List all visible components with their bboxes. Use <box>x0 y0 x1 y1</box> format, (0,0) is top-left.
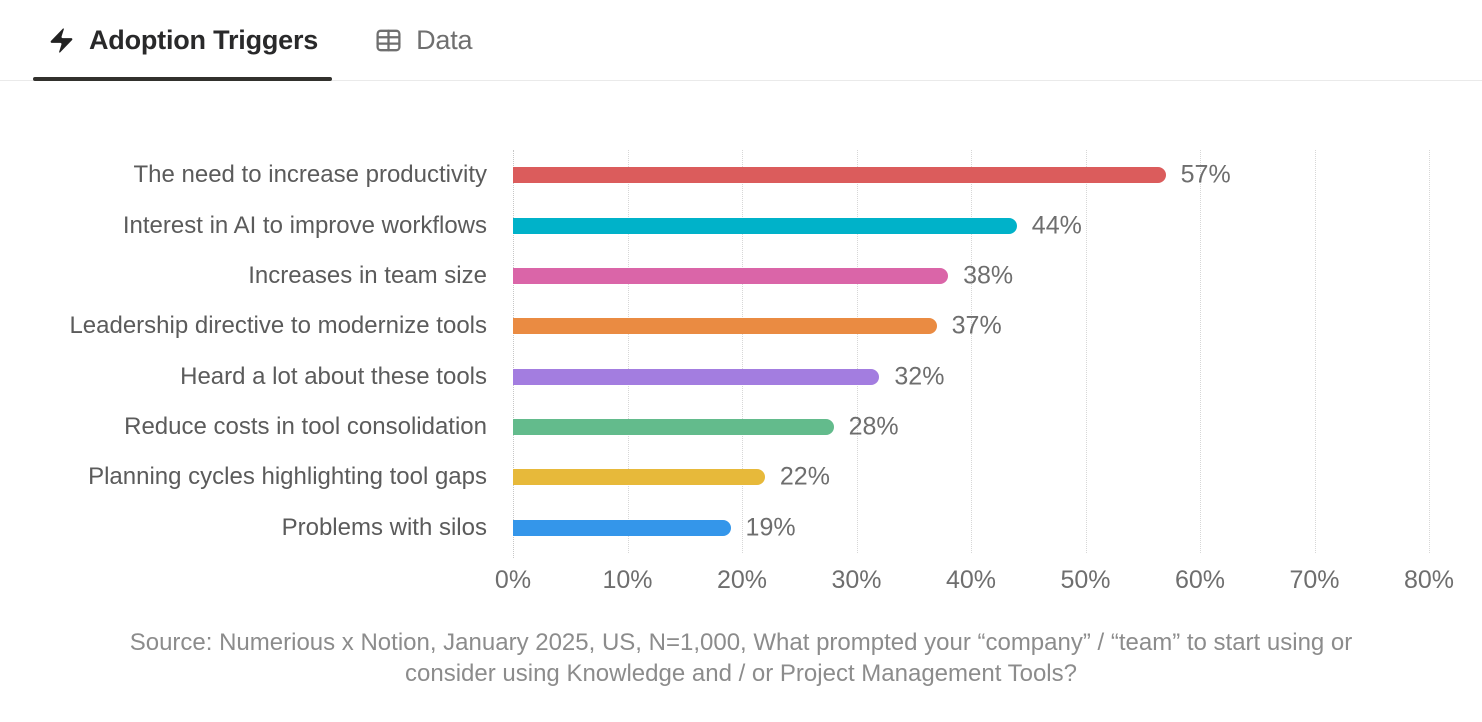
category-axis: The need to increase productivity Interes… <box>0 150 500 553</box>
gridline <box>742 150 743 553</box>
x-axis-tick-label: 80% <box>1403 566 1455 594</box>
lightning-bolt-icon <box>47 26 76 55</box>
bar <box>513 469 765 486</box>
y-axis-line <box>513 150 514 558</box>
value-label: 38% <box>963 261 1014 290</box>
bar <box>513 519 731 536</box>
category-label: Problems with silos <box>281 513 487 541</box>
table-icon <box>374 26 403 55</box>
x-axis-tick-label: 70% <box>1289 566 1340 594</box>
x-axis-tick-label: 60% <box>1174 566 1226 594</box>
category-label: Planning cycles highlighting tool gaps <box>88 463 487 491</box>
x-axis-tick-label: 30% <box>831 566 882 594</box>
category-label: The need to increase productivity <box>133 161 487 189</box>
gridline <box>856 150 858 553</box>
bar <box>513 267 949 284</box>
value-label: 37% <box>951 311 1002 340</box>
value-label: 28% <box>848 412 899 441</box>
gridline <box>627 150 629 553</box>
gridline <box>1314 150 1316 553</box>
category-label: Heard a lot about these tools <box>180 362 487 390</box>
tab-data-label: Data <box>416 24 473 55</box>
bar <box>513 419 834 436</box>
value-label: 32% <box>894 362 945 391</box>
x-axis-tick-label: 50% <box>1060 566 1111 594</box>
bar <box>513 368 880 385</box>
value-label: 19% <box>745 513 796 542</box>
bar <box>513 167 1166 184</box>
bar <box>513 318 937 335</box>
source-note: Source: Numerious x Notion, January 2025… <box>0 627 1482 689</box>
bar <box>513 217 1017 234</box>
gridline <box>971 150 972 553</box>
tab-bar: Adoption Triggers Data <box>0 0 1482 81</box>
x-axis-tick-label: 40% <box>945 566 997 594</box>
source-line-2: consider using Knowledge and / or Projec… <box>405 660 1077 687</box>
tab-data[interactable]: Data <box>360 0 486 80</box>
value-label: 57% <box>1180 160 1231 189</box>
x-axis-tick-label: 0% <box>494 566 532 594</box>
category-label: Interest in AI to improve workflows <box>122 211 487 239</box>
tab-adoption-triggers-label: Adoption Triggers <box>89 24 319 55</box>
category-label: Reduce costs in tool consolidation <box>124 413 487 441</box>
category-label: Leadership directive to modernize tools <box>69 312 487 340</box>
category-label: Increases in team size <box>248 261 487 289</box>
value-label: 44% <box>1031 211 1082 240</box>
tab-adoption-triggers[interactable]: Adoption Triggers <box>33 0 333 81</box>
source-line-1: Source: Numerious x Notion, January 2025… <box>129 629 1353 656</box>
gridline <box>1085 150 1087 553</box>
value-label: 22% <box>779 462 830 491</box>
x-axis-tick-label: 20% <box>716 566 768 594</box>
plot-area: 0% 10% 20% 30% 40% 50% 60% 70% 80% 57% 44% 38% 37% 32… <box>495 150 1454 594</box>
gridline <box>1429 150 1430 553</box>
gridline <box>1200 150 1201 553</box>
x-axis-tick-label: 10% <box>602 566 653 594</box>
